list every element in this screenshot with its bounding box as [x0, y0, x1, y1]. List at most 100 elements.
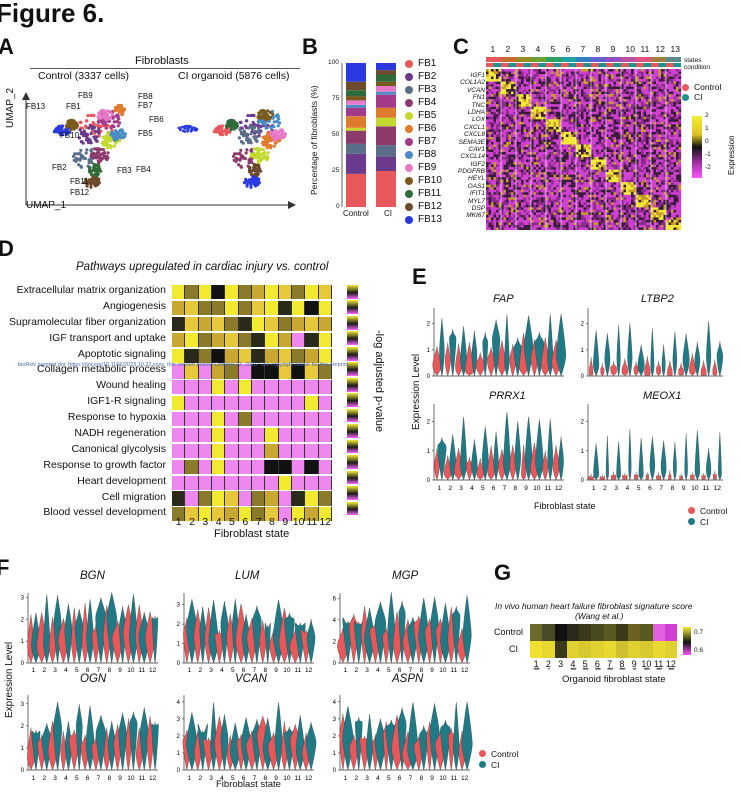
heatmap-cell — [546, 174, 549, 178]
heatmap-cell — [603, 109, 607, 112]
heatmap-cell — [496, 187, 499, 190]
umap-point — [117, 103, 121, 107]
heatmap-cell — [506, 79, 509, 82]
heatmap-cell — [553, 177, 557, 180]
heatmap-cell — [496, 157, 499, 160]
heatmap-cell — [533, 136, 537, 140]
heatmap-cell — [496, 99, 499, 102]
heatmap-cell — [571, 111, 574, 115]
heatmap-cell — [628, 154, 632, 158]
heatmap-cell — [626, 179, 629, 183]
heatmap-cell — [668, 101, 672, 105]
heatmap-cell — [626, 114, 629, 117]
heatmap-cell — [523, 86, 527, 90]
heatmap-cell — [516, 167, 519, 170]
heatmap-cell — [521, 141, 524, 145]
heatmap-cell — [588, 89, 592, 92]
heatmap-cell — [568, 184, 572, 188]
heatmap-cell — [558, 91, 562, 95]
heatmap-cell — [663, 99, 667, 102]
heatmap-cell — [551, 81, 554, 85]
umap-label-fb5: FB5 — [138, 129, 153, 138]
heatmap-cell — [501, 94, 504, 97]
heatmap-cell — [606, 182, 609, 185]
heatmap-cell — [631, 86, 634, 90]
heatmap-cell — [583, 84, 587, 87]
umap-point — [235, 122, 239, 126]
heatmap-cell — [563, 111, 567, 115]
heatmap-cell — [513, 86, 517, 90]
legend-item: FB10 — [405, 174, 442, 187]
heatmap-cell — [618, 99, 622, 102]
heatmap-cell — [666, 167, 669, 170]
heatmap-cell — [561, 159, 564, 163]
heatmap-cell — [616, 96, 619, 100]
heatmap-cell — [588, 96, 592, 100]
heatmap-cell — [501, 144, 504, 148]
heatmap-cell — [518, 164, 522, 168]
heatmap-cell — [528, 116, 532, 120]
heatmap-cell — [526, 154, 529, 158]
heatmap-cell — [528, 149, 532, 153]
heatmap-cell — [636, 104, 639, 107]
heatmap-cell — [553, 189, 557, 193]
heatmap-cell — [506, 139, 509, 143]
heatmap-cell — [676, 126, 679, 130]
umap-x-label: UMAP_1 — [26, 200, 67, 211]
heatmap-cell — [523, 116, 527, 120]
heatmap-cell — [591, 86, 594, 90]
heatmap-cell — [621, 167, 624, 170]
umap-point — [258, 112, 262, 116]
heatmap-cell — [501, 81, 504, 85]
bar-segment — [376, 156, 396, 171]
umap-point — [191, 126, 194, 129]
umap-point — [183, 130, 187, 133]
heatmap-cell — [643, 154, 647, 158]
heatmap-cell — [656, 106, 659, 110]
state-bar — [621, 57, 636, 62]
heatmap-cell — [581, 121, 584, 125]
heatmap-cell — [516, 84, 519, 87]
heatmap-cell — [508, 172, 512, 175]
heatmap-cell — [523, 106, 527, 110]
heatmap-cell — [638, 182, 642, 185]
condition-bar — [651, 63, 659, 67]
heatmap-cell — [551, 71, 554, 75]
heatmap-cell — [606, 134, 609, 138]
heatmap-cell — [641, 119, 644, 123]
umap-point — [80, 126, 84, 130]
heatmap-cell — [643, 79, 647, 82]
heatmap-cell — [493, 184, 497, 188]
heatmap-cell — [563, 109, 567, 112]
heatmap-cell — [516, 119, 519, 123]
heatmap-cell — [651, 131, 654, 135]
heatmap-cell — [661, 101, 664, 105]
heatmap-cell — [676, 169, 679, 173]
heatmap-cell — [671, 81, 674, 85]
heatmap-cell — [576, 94, 579, 97]
heatmap-cell — [498, 89, 502, 92]
heatmap-cell — [566, 169, 569, 173]
heatmap-cell — [516, 134, 519, 138]
heatmap-cell — [561, 71, 564, 75]
heatmap-cell — [636, 79, 639, 82]
heatmap-cell — [658, 139, 662, 143]
heatmap-cell — [668, 124, 672, 128]
heatmap-cell — [566, 119, 569, 123]
heatmap-cell — [608, 101, 612, 105]
heatmap-cell — [528, 131, 532, 135]
heatmap-cell — [606, 152, 609, 155]
heatmap-cell — [596, 106, 599, 110]
bar-segment — [376, 70, 396, 75]
heatmap-cell — [568, 139, 572, 143]
heatmap-cell — [523, 89, 527, 92]
heatmap-cell — [613, 174, 617, 178]
heatmap-cell — [568, 129, 572, 133]
heatmap-cell — [671, 177, 674, 180]
heatmap-cell — [498, 159, 502, 163]
heatmap-cell — [656, 136, 659, 140]
heatmap-cell — [591, 69, 594, 72]
heatmap-cell — [516, 79, 519, 82]
heatmap-cell — [521, 134, 524, 138]
heatmap-cell — [626, 106, 629, 110]
